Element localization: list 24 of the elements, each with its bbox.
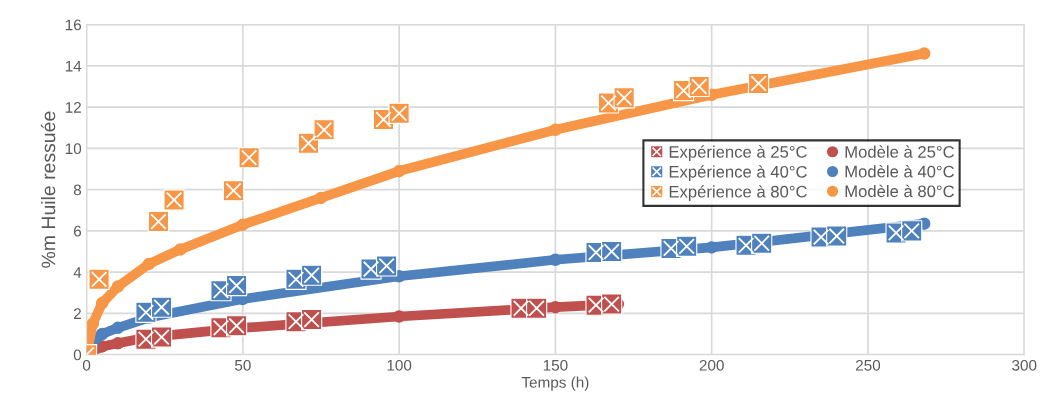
x-tick-label: 250 [855,359,881,371]
legend-label: Modèle à 40°C [845,165,955,178]
x-axis-title: Temps (h) [521,376,589,391]
y-tick-label: 0 [73,349,82,361]
x-tick-label: 150 [543,359,568,371]
y-tick-label: 10 [65,143,82,155]
y-tick-label: 16 [65,19,82,31]
y-axis-title: %m Huile ressuée [40,111,56,268]
legend-label: Expérience à 40°C [669,165,807,181]
legend-label: Expérience à 80°C [669,185,807,201]
legend-label: Modèle à 80°C [845,184,955,198]
x-tick-label: 100 [387,359,412,371]
y-tick-label: 8 [73,184,82,196]
y-tick-label: 12 [65,101,81,113]
y-tick-label: 6 [73,225,82,237]
y-tick-label: 4 [73,267,82,278]
x-tick-label: 200 [699,359,724,371]
x-tick-label: 300 [1012,359,1037,371]
y-tick-label: 2 [73,308,81,319]
legend-label: Modèle à 25°C [845,145,955,158]
y-tick-label: 14 [65,60,82,72]
x-tick-label: 0 [82,359,91,371]
x-tick-label: 50 [234,359,251,371]
legend-label: Expérience à 25°C [669,145,807,162]
